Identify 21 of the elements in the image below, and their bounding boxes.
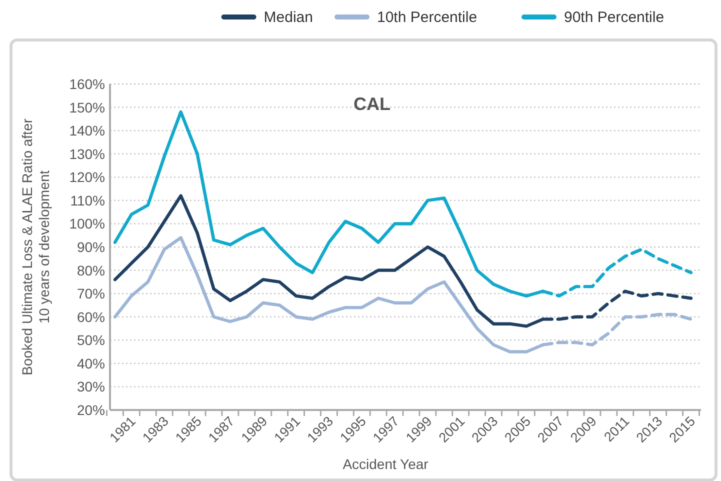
- y-tick-label: 50%: [76, 332, 105, 348]
- legend-label: Median: [264, 9, 314, 26]
- y-tick-label: 150%: [69, 99, 105, 116]
- y-axis-title: Booked Ultimate Loss & ALAE Ratio after 10 years of development: [19, 118, 52, 376]
- y-tick-label: 110%: [70, 192, 105, 208]
- y-tick-label: 120%: [69, 169, 105, 186]
- y-tick-label: 30%: [76, 378, 105, 395]
- x-axis-title: Accident Year: [342, 456, 429, 472]
- legend-label: 90th Percentile: [564, 9, 664, 26]
- y-tick-label: 70%: [76, 286, 105, 302]
- y-tick-label: 60%: [76, 308, 105, 325]
- y-tick-label: 140%: [69, 122, 105, 139]
- y-tick-label: 160%: [69, 76, 105, 92]
- y-tick-label: 100%: [69, 216, 105, 232]
- y-tick-label: 20%: [76, 402, 105, 418]
- legend-label: 10th Percentile: [377, 9, 478, 26]
- y-tick-label: 130%: [69, 146, 105, 162]
- y-tick-label: 90%: [76, 239, 105, 255]
- text: CAL: [354, 94, 390, 114]
- y-tick-label: 40%: [76, 355, 105, 372]
- y-tick-label: 80%: [76, 262, 105, 278]
